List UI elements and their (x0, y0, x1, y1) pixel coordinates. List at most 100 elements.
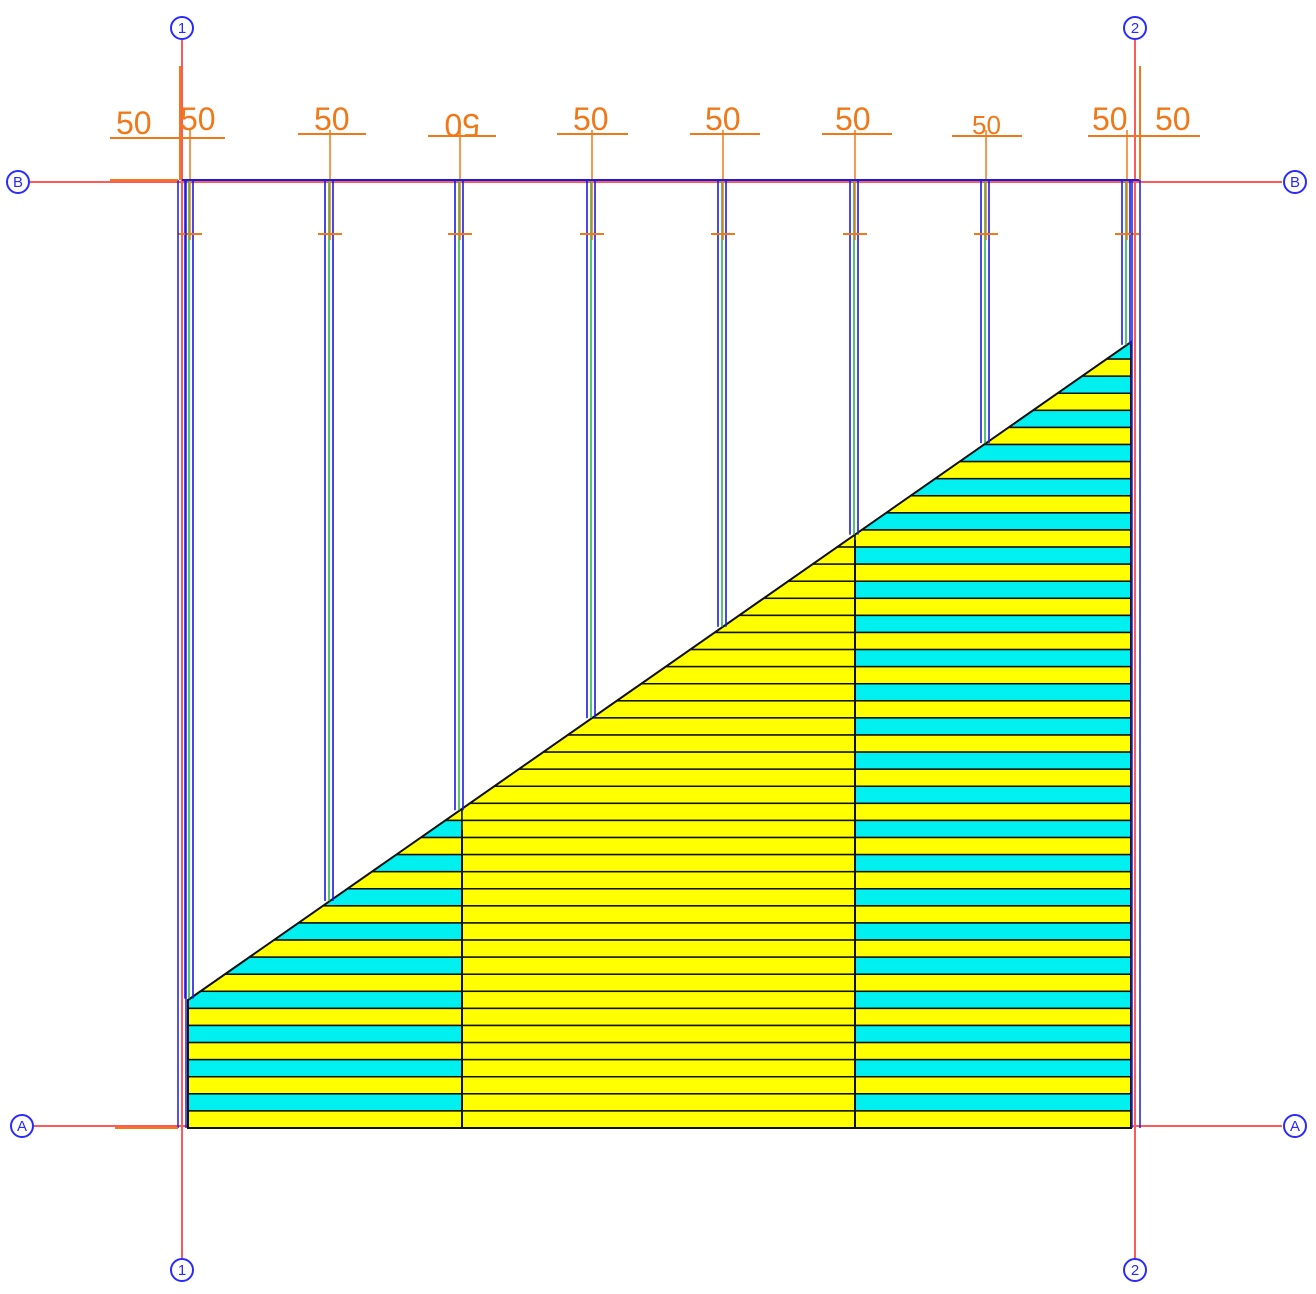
stripe-middle (461, 443, 856, 463)
stripe-right (854, 768, 1131, 788)
stripe-middle (461, 460, 856, 480)
stripe-right (854, 700, 1131, 719)
stripe-right (854, 1024, 1131, 1044)
stripe-right (854, 1007, 1131, 1027)
stripe-right (854, 1093, 1131, 1112)
stripe-middle (461, 717, 856, 736)
stripe-right (854, 717, 1131, 736)
stripe-middle (461, 1041, 856, 1061)
stripe-left (188, 939, 463, 958)
dimension-text-6: 50 (705, 101, 741, 137)
stripe-left (188, 1041, 463, 1061)
stripe-middle (461, 529, 856, 548)
grid-bubble-label: 1 (178, 20, 186, 37)
dimension-text-3: 50 (314, 101, 350, 137)
beam-3 (448, 130, 472, 811)
stripe-middle (461, 614, 856, 634)
stripe-right (854, 973, 1131, 993)
dimension-text-1: 50 (116, 105, 152, 141)
stripe-right (854, 836, 1131, 856)
stripe-left (188, 1007, 463, 1027)
stripe-middle (461, 580, 856, 600)
stripe-right (854, 1041, 1131, 1061)
stripe-middle (461, 939, 856, 958)
dimension-text-2: 50 (180, 101, 216, 137)
grid-bubble-1-top: 1 (170, 16, 194, 40)
stripe-right (854, 1058, 1131, 1078)
stripe-middle (461, 802, 856, 822)
stripe-right (854, 512, 1131, 531)
stripe-right (854, 477, 1131, 497)
dimension-marks: 50 50 50 50 50 50 50 50 50 50 (110, 66, 1200, 1129)
stripe-right (854, 495, 1131, 514)
beam-8 (1115, 130, 1139, 345)
dimension-text-8: 50 (972, 110, 1001, 140)
stripe-middle (461, 358, 856, 377)
stripe-right (854, 819, 1131, 839)
stripe-middle (461, 409, 856, 429)
stripe-middle (461, 853, 856, 873)
grid-bubble-b-right: B (1283, 170, 1307, 194)
beam-4 (580, 130, 604, 719)
stripe-left (188, 1075, 463, 1095)
stripe-left (188, 905, 463, 924)
stripe-middle (461, 734, 856, 753)
stripe-middle (461, 648, 856, 668)
stripe-right (854, 682, 1131, 702)
stripe-right (854, 888, 1131, 907)
dimension-text-7: 50 (835, 101, 871, 137)
stripe-middle (461, 665, 856, 685)
stripe-middle (461, 785, 856, 805)
stripe-middle (461, 426, 856, 446)
grid-bubble-label: B (1290, 174, 1300, 191)
beam-1 (178, 130, 202, 999)
stripe-right (854, 409, 1131, 429)
stripe-right (854, 665, 1131, 685)
slope-outline (187, 340, 1132, 1129)
grid-bubble-2-bottom: 2 (1123, 1258, 1147, 1282)
stripe-middle (461, 477, 856, 497)
grid-bubble-label: A (1290, 1118, 1300, 1135)
stripe-right (854, 563, 1131, 582)
stripe-right (854, 870, 1131, 890)
stripe-right (854, 802, 1131, 822)
stripe-right (854, 342, 1131, 360)
stripe-right (854, 580, 1131, 600)
stripe-middle (461, 597, 856, 617)
grid-bubble-a-right: A (1283, 1114, 1307, 1138)
stripe-middle (461, 495, 856, 514)
stripe-middle (461, 700, 856, 719)
stripe-right (854, 853, 1131, 873)
stripe-left (188, 1024, 463, 1044)
beam-6 (843, 130, 867, 535)
stripe-right (854, 597, 1131, 617)
stripe-middle (461, 392, 856, 412)
stripe-middle (461, 768, 856, 788)
stripe-middle (461, 1024, 856, 1044)
zone-outline (187, 340, 1132, 1129)
stripe-left (188, 990, 463, 1010)
stripe-middle (461, 990, 856, 1010)
stripe-middle (461, 1007, 856, 1027)
stripe-middle (461, 956, 856, 975)
stripe-middle (461, 631, 856, 651)
stripe-right (854, 1075, 1131, 1095)
beam-2 (318, 130, 342, 901)
stripe-right (854, 990, 1131, 1010)
stripe-middle (461, 563, 856, 582)
stripe-right (854, 905, 1131, 924)
grid-bubble-label: B (13, 174, 23, 191)
stripe-left (188, 973, 463, 993)
stripe-right (854, 939, 1131, 958)
stripe-right (854, 443, 1131, 463)
stripe-right (854, 392, 1131, 412)
dimension-text-5: 50 (573, 101, 609, 137)
stripe-right (854, 546, 1131, 565)
stripe-middle (461, 836, 856, 856)
grid-bubble-label: 2 (1131, 20, 1139, 37)
stripe-right (854, 1110, 1131, 1128)
stripe-middle (461, 682, 856, 702)
grid-bubble-2-top: 2 (1123, 16, 1147, 40)
dimension-text-9: 50 (1092, 101, 1128, 137)
